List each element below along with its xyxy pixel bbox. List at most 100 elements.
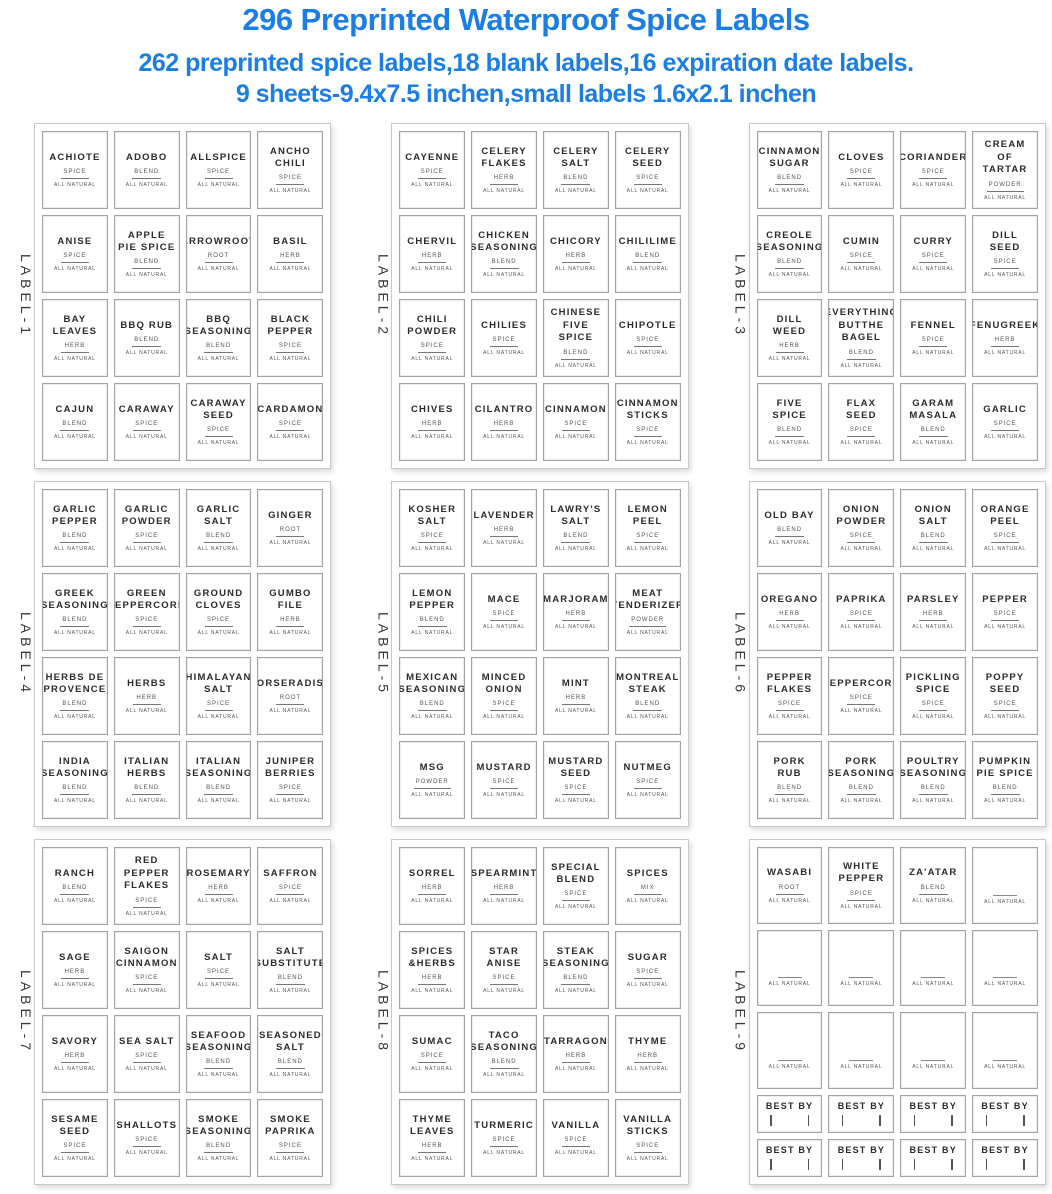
spice-name: THYME LEAVES	[409, 1113, 455, 1137]
write-in-line	[777, 976, 802, 979]
spice-name: ANISE	[57, 235, 93, 247]
page-title: 296 Preprinted Waterproof Spice Labels	[242, 2, 810, 37]
all-natural-text: ALL NATURAL	[125, 434, 168, 441]
spice-label: CINNAMON SPICE ALL NATURAL	[542, 383, 609, 461]
all-natural-text: ALL NATURAL	[626, 792, 669, 799]
divider-bar	[841, 1115, 844, 1127]
all-natural-text: ALL NATURAL	[411, 182, 454, 189]
spice-label: CUMIN SPICE ALL NATURAL	[828, 215, 895, 293]
spice-type: BLEND	[775, 783, 805, 796]
spice-name: GARAM MASALA	[909, 397, 958, 421]
spice-type: SPICE	[847, 251, 876, 264]
all-natural-text: ALL NATURAL	[269, 266, 312, 273]
all-natural-text: ALL NATURAL	[554, 988, 597, 995]
spice-type: BLEND	[633, 699, 663, 712]
all-natural-text: ALL NATURAL	[984, 714, 1027, 721]
all-natural-text: ALL NATURAL	[912, 440, 955, 447]
spice-sheet: KOSHER SALT SPICE ALL NATURAL LAVENDER HERB A…	[391, 481, 689, 827]
all-natural-text: ALL NATURAL	[197, 440, 240, 447]
all-natural-text: ALL NATURAL	[912, 546, 955, 553]
all-natural-text: ALL NATURAL	[984, 898, 1027, 905]
spice-type: SPICE	[418, 1051, 447, 1064]
best-by-label: BEST BY	[828, 1094, 895, 1133]
spice-name: SMOKE SEASONING	[185, 1113, 252, 1137]
all-natural-text: ALL NATURAL	[125, 1150, 168, 1157]
all-natural-text: ALL NATURAL	[626, 982, 669, 989]
all-natural-text: ALL NATURAL	[269, 898, 312, 905]
date-divider-bars	[913, 1115, 953, 1127]
all-natural-text: ALL NATURAL	[125, 988, 168, 995]
spice-label: OLD BAY BLEND ALL NATURAL	[756, 489, 823, 567]
spice-label: DILL WEED HERB ALL NATURAL	[756, 299, 823, 377]
all-natural-text: ALL NATURAL	[411, 988, 454, 995]
spice-type: SPICE	[490, 335, 519, 348]
spice-label: SHALLOTS SPICE ALL NATURAL	[113, 1099, 180, 1177]
all-natural-text: ALL NATURAL	[912, 350, 955, 357]
spice-label: HERBS HERB ALL NATURAL	[113, 657, 180, 735]
spice-label: GARAM MASALA BLEND ALL NATURAL	[900, 383, 967, 461]
spice-name: ITALIAN SEASONING	[185, 755, 252, 779]
spice-label: ADOBO BLEND ALL NATURAL	[113, 131, 180, 209]
spice-type: SPICE	[276, 173, 305, 186]
all-natural-text: ALL NATURAL	[125, 798, 168, 805]
all-natural-text: ALL NATURAL	[840, 798, 883, 805]
spice-label: CHIPOTLE SPICE ALL NATURAL	[614, 299, 681, 377]
all-natural-text: ALL NATURAL	[269, 630, 312, 637]
spice-type: SPICE	[919, 335, 948, 348]
subtitle-line-2: 9 sheets-9.4x7.5 inchen,small labels 1.6…	[235, 79, 817, 108]
all-natural-text: ALL NATURAL	[626, 546, 669, 553]
spice-label: CARDAMON SPICE ALL NATURAL	[257, 383, 324, 461]
spice-label: SUMAC SPICE ALL NATURAL	[399, 1015, 466, 1093]
spice-label: CHERVIL HERB ALL NATURAL	[399, 215, 466, 293]
date-divider-bars	[770, 1115, 810, 1127]
spice-name: CHILIES	[481, 319, 528, 331]
spice-type: BLEND	[417, 699, 447, 712]
spice-type: SPICE	[418, 341, 447, 354]
spice-name: WHITE PEPPER	[838, 860, 885, 885]
spice-label: FLAX SEED SPICE ALL NATURAL	[828, 383, 895, 461]
divider-bar	[913, 1115, 916, 1127]
spice-type: BLEND	[561, 348, 591, 360]
all-natural-text: ALL NATURAL	[912, 981, 955, 988]
spice-name: CAYENNE	[405, 151, 460, 163]
sheet-group: LABEL-1 ACHIOTE SPICE ALL NATURAL ADOBO BLEND…	[0, 123, 332, 469]
divider-bar	[807, 1115, 810, 1127]
spice-name: OLD BAY	[764, 509, 815, 521]
spice-name: CHIVES	[410, 403, 454, 415]
spice-name: PORK RUB	[773, 755, 806, 779]
spice-type: SPICE	[418, 167, 447, 180]
spice-label: PUMPKIN PIE SPICE BLEND ALL NATURAL	[972, 741, 1038, 819]
spice-name: OREGANO	[760, 593, 819, 605]
spice-label: SORREL HERB ALL NATURAL	[399, 847, 466, 925]
spice-type: SPICE	[132, 896, 161, 908]
spice-label: CHILILIME BLEND ALL NATURAL	[614, 215, 681, 293]
all-natural-text: ALL NATURAL	[768, 188, 811, 195]
spice-name: PEPPER FLAKES	[766, 671, 813, 695]
spice-name: LAWRY'S SALT	[550, 503, 602, 527]
spice-name: TURMERIC	[474, 1119, 534, 1131]
all-natural-text: ALL NATURAL	[53, 434, 96, 441]
spice-name: KOSHER SALT	[408, 503, 457, 527]
spice-name: GROUND CLOVES	[193, 587, 244, 611]
spice-type: HERB	[132, 693, 161, 706]
spice-label: PICKLING SPICE SPICE ALL NATURAL	[900, 657, 967, 735]
all-natural-text: ALL NATURAL	[768, 624, 811, 631]
spice-type: SPICE	[132, 419, 161, 432]
all-natural-text: ALL NATURAL	[554, 266, 597, 273]
all-natural-text: ALL NATURAL	[53, 182, 96, 189]
spice-name: STEAK SEASONING	[542, 945, 609, 969]
spice-label: MEXICAN SEASONING BLEND ALL NATURAL	[399, 657, 466, 735]
all-natural-text: ALL NATURAL	[53, 798, 96, 805]
spice-label: NUTMEG SPICE ALL NATURAL	[614, 741, 681, 819]
sheet-name: LABEL-6	[732, 611, 749, 697]
spice-name: GARLIC SALT	[196, 503, 241, 527]
all-natural-text: ALL NATURAL	[483, 350, 525, 357]
sheet-group: LABEL-5 KOSHER SALT SPICE ALL NATURAL LAVEND…	[357, 481, 689, 827]
spice-label: MINT HERB ALL NATURAL	[542, 657, 609, 735]
spice-label: PEPPER FLAKES SPICE ALL NATURAL	[756, 657, 823, 735]
all-natural-text: ALL NATURAL	[197, 182, 240, 189]
spice-name: CORIANDER	[900, 151, 967, 163]
spice-name: CARAWAY SEED	[190, 397, 247, 421]
sheet-group: LABEL-4 GARLIC PEPPER BLEND ALL NATURAL GARL…	[0, 481, 332, 827]
spice-type: HERB	[60, 967, 89, 980]
